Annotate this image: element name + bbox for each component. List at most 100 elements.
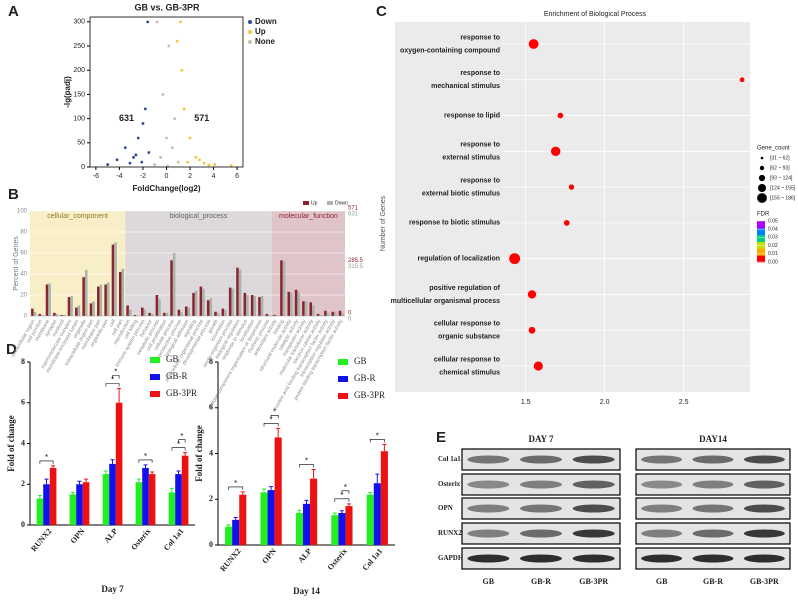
bar	[310, 478, 318, 545]
bar	[341, 312, 344, 316]
x-tick-label: 0	[165, 173, 169, 180]
legend-marker	[248, 30, 252, 34]
point	[165, 136, 168, 140]
bubble	[550, 146, 561, 157]
blot-band	[641, 504, 683, 513]
point	[136, 136, 140, 140]
bar	[319, 314, 322, 316]
y-tick-label: 0	[24, 314, 28, 320]
blot-row-label: Col 1a1	[438, 455, 461, 463]
color-tick-label: 0.03	[768, 235, 778, 241]
error-bar	[332, 512, 337, 516]
y2-tick-label: 0	[348, 317, 352, 323]
y-axis-label: Fold of change	[6, 415, 16, 472]
blot-band	[692, 554, 734, 563]
significance-bracket	[334, 498, 350, 502]
point	[159, 155, 163, 159]
bar	[272, 314, 276, 316]
y-tick-label: oxygen-containing compound	[400, 47, 500, 54]
blot-lane-label: GB	[656, 577, 668, 586]
bar	[250, 295, 254, 316]
bar	[187, 307, 191, 316]
legend-label: GB-R	[166, 371, 188, 381]
bar	[115, 402, 123, 525]
point	[106, 163, 110, 166]
bar	[82, 482, 90, 525]
y-tick-label: 20	[20, 293, 27, 299]
bar	[316, 313, 320, 316]
point	[132, 155, 135, 159]
bar	[77, 305, 81, 316]
panel-label: E	[436, 429, 446, 446]
bar	[33, 311, 37, 316]
bar	[162, 312, 166, 316]
point	[155, 20, 159, 24]
blot-band	[467, 480, 510, 489]
bar	[104, 284, 107, 316]
error-bar	[51, 465, 56, 468]
chart-title: Enrichment of Biological Process	[544, 11, 647, 18]
y-tick-label: 80	[20, 230, 27, 236]
bar	[106, 282, 110, 316]
significance-label: *	[180, 432, 183, 441]
legend-label: GB-3PR	[166, 388, 197, 398]
bar	[128, 309, 132, 316]
y-tick-label: mechanical stimulus	[431, 83, 500, 90]
bar	[143, 309, 147, 316]
y-tick-label: 50	[77, 140, 85, 147]
annotation: 571	[194, 113, 209, 123]
size-legend-marker	[758, 174, 766, 182]
x-tick-label: Osterix	[326, 547, 349, 572]
bar	[267, 490, 275, 545]
bar	[121, 268, 125, 316]
error-bar	[169, 487, 174, 493]
error-bar	[346, 503, 351, 507]
bar	[366, 494, 374, 545]
x-axis-label: FoldChange(log2)	[133, 184, 201, 193]
bar	[43, 484, 50, 525]
blot-lane-label: GB-3PR	[579, 577, 608, 586]
blot-band	[467, 554, 510, 563]
blot-band	[467, 504, 510, 513]
y2-tick-label: 571	[348, 206, 359, 212]
error-bar	[117, 387, 122, 403]
bubble	[528, 326, 536, 334]
bar	[225, 526, 233, 545]
bar	[75, 307, 78, 316]
bar	[148, 474, 156, 525]
point	[194, 155, 198, 159]
legend-label: None	[255, 37, 276, 46]
bar	[180, 311, 183, 316]
size-legend-label: [155 ~ 186]	[770, 195, 796, 201]
bar	[302, 503, 311, 545]
blot-row-label: Osterix	[438, 480, 461, 488]
error-bar	[143, 464, 148, 468]
panel-label: B	[8, 186, 19, 203]
significance-bracket	[369, 439, 385, 443]
error-bar	[311, 469, 316, 479]
legend-label: Down	[255, 17, 277, 26]
bar	[268, 314, 271, 316]
panel-label: A	[8, 3, 19, 20]
color-bar	[757, 221, 765, 229]
error-bar	[262, 488, 267, 493]
bar	[89, 303, 93, 316]
blot-band	[743, 529, 785, 538]
bar	[228, 287, 232, 316]
significance-label: *	[340, 491, 343, 500]
bar	[331, 311, 335, 316]
blot-lane-label: GB-R	[703, 577, 723, 586]
error-bar	[136, 478, 141, 483]
blot-day-label: DAY14	[699, 434, 727, 444]
y-tick-label: 4	[209, 448, 213, 457]
blot-band	[519, 504, 563, 513]
blot-lane-label: GB	[483, 577, 495, 586]
point	[146, 20, 150, 24]
significance-bracket	[263, 423, 279, 427]
bar	[170, 260, 173, 316]
y-tick-label: response to	[460, 34, 500, 41]
bar	[202, 288, 205, 316]
point	[170, 146, 174, 150]
significance-label: *	[114, 368, 117, 377]
blot-band	[641, 529, 683, 538]
